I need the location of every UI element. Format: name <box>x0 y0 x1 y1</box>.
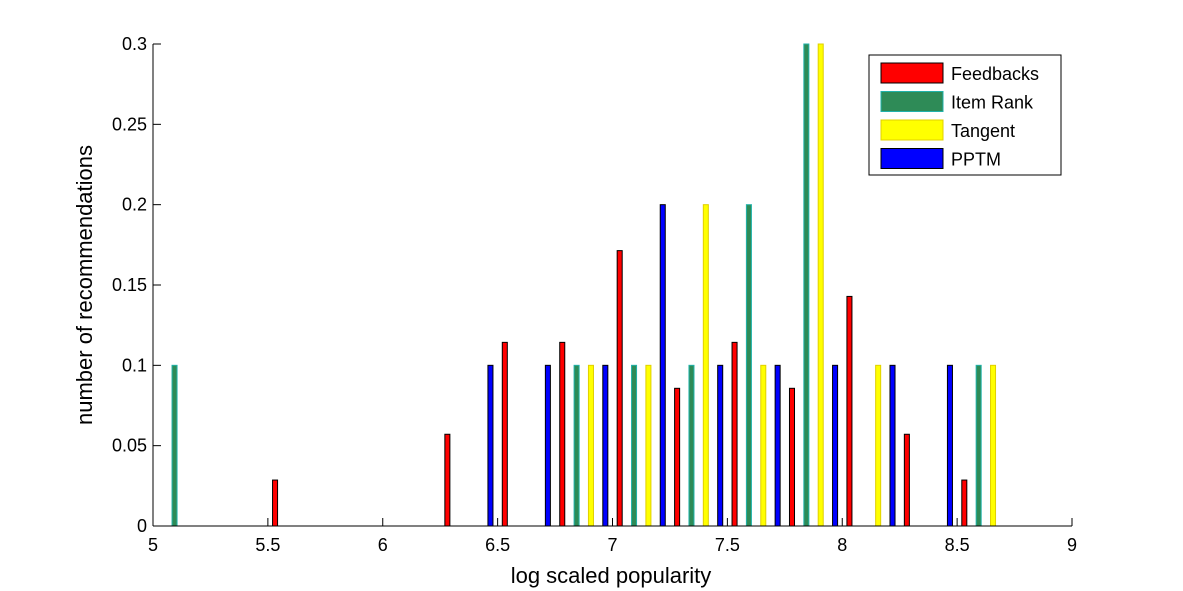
legend-label-item-rank: Item Rank <box>951 93 1034 113</box>
bar-feedbacks-13 <box>903 433 910 527</box>
x-axis-title: log scaled popularity <box>511 563 712 588</box>
bar-tangent-14 <box>990 364 997 527</box>
bar-feedbacks-12 <box>846 295 853 527</box>
y-tick-label: 0.3 <box>122 34 147 54</box>
x-tick-label: 7.5 <box>715 535 740 555</box>
bar-pptm-8 <box>659 204 666 527</box>
legend-label-pptm: PPTM <box>951 150 1001 170</box>
bar-feedbacks-11 <box>788 387 796 527</box>
bar-tangent-11 <box>817 43 824 527</box>
bar-feedbacks-8 <box>616 250 623 527</box>
bar-pptm-9 <box>717 364 724 527</box>
legend-swatch-tangent <box>880 119 944 141</box>
bar-pptm-7 <box>602 364 609 527</box>
y-tick-label: 0.1 <box>122 355 147 375</box>
x-tick-label: 6 <box>378 535 388 555</box>
bar-item-rank-8 <box>631 364 638 527</box>
x-tick-label: 8 <box>837 535 847 555</box>
bar-pptm-13 <box>946 364 953 527</box>
legend-swatch-feedbacks <box>880 62 944 84</box>
bar-item-rank-10 <box>745 204 752 527</box>
bar-pptm-5 <box>487 364 494 527</box>
bar-tangent-8 <box>645 364 652 527</box>
y-axis-title: number of recommendations <box>72 145 97 425</box>
legend-label-feedbacks: Feedbacks <box>951 64 1039 84</box>
x-tick-label: 6.5 <box>485 535 510 555</box>
bar-tangent-9 <box>702 204 709 527</box>
y-tick-label: 0.05 <box>112 436 147 456</box>
bar-feedbacks-2 <box>272 479 279 527</box>
bar-pptm-11 <box>832 364 839 527</box>
x-tick-label: 5.5 <box>255 535 280 555</box>
y-tick-label: 0.2 <box>122 195 147 215</box>
x-tick-label: 7 <box>607 535 617 555</box>
legend-swatch-pptm <box>880 148 944 169</box>
y-tick-label: 0.25 <box>112 114 147 134</box>
legend-swatch-item-rank <box>880 91 944 112</box>
bar-tangent-7 <box>587 364 594 527</box>
bar-pptm-10 <box>774 364 781 527</box>
bars-layer <box>171 43 997 527</box>
axes-layer: 5 5.5 6 6.5 7 7.5 8 8.5 9 0 0.05 0.1 0.15 0.2 0.25 0.3 <box>112 34 1077 555</box>
bar-item-rank-0 <box>171 364 178 527</box>
x-tick-label: 8.5 <box>945 535 970 555</box>
bar-pptm-12 <box>889 364 896 527</box>
legend-label-tangent: Tangent <box>951 121 1015 141</box>
bar-feedbacks-7 <box>559 341 566 527</box>
legend: Feedbacks Item Rank Tangent PPTM <box>868 54 1062 176</box>
bar-item-rank-11 <box>803 43 810 527</box>
bar-item-rank-7 <box>573 364 580 527</box>
bar-feedbacks-10 <box>731 341 738 527</box>
x-tick-label: 9 <box>1067 535 1077 555</box>
bar-feedbacks-5 <box>444 433 451 527</box>
x-tick-label: 5 <box>148 535 158 555</box>
y-tick-label: 0 <box>137 516 147 536</box>
bar-pptm-6 <box>544 364 551 527</box>
bar-item-rank-9 <box>688 364 695 527</box>
bar-feedbacks-14 <box>961 479 968 527</box>
bar-item-rank-14 <box>975 364 982 527</box>
bar-feedbacks-9 <box>674 387 681 527</box>
bar-tangent-10 <box>760 364 767 527</box>
bar-feedbacks-6 <box>501 341 508 527</box>
y-tick-label: 0.15 <box>112 275 147 295</box>
bar-tangent-12 <box>875 364 882 527</box>
